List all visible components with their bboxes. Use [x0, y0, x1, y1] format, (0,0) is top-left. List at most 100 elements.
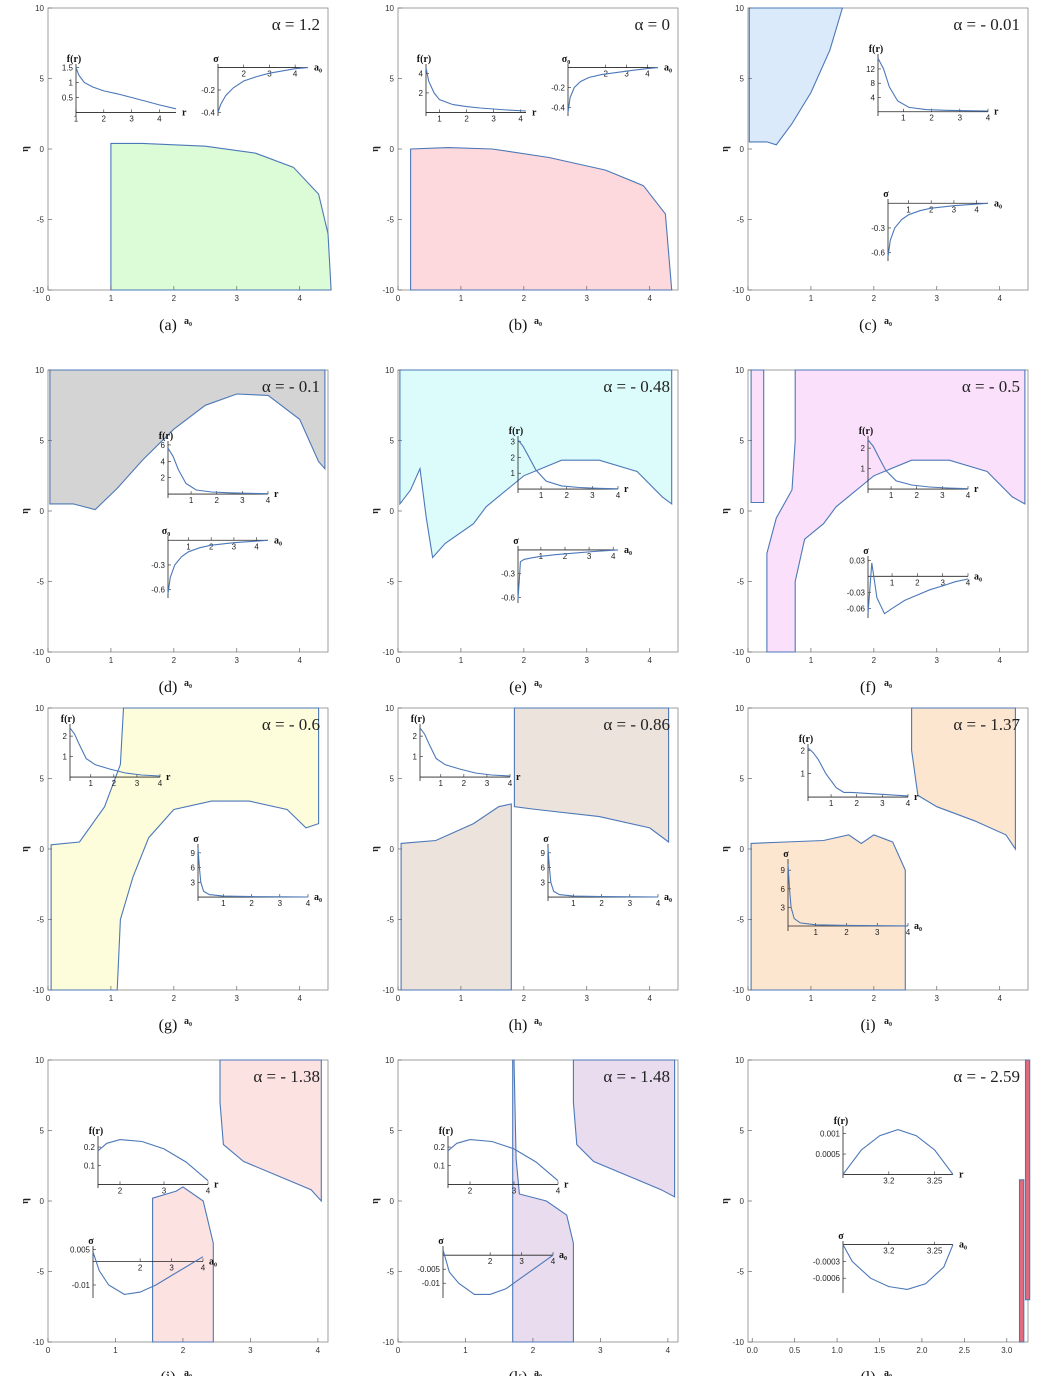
region [400, 803, 512, 991]
y-tick-label: -5 [737, 578, 745, 587]
y-tick-label: 0 [40, 145, 45, 154]
inset-title: σ [193, 834, 199, 845]
y-tick-label: 10 [385, 366, 394, 375]
inset-title: f(r) [67, 54, 81, 65]
inset-y-tick-label: -0.4 [551, 103, 565, 112]
x-axis-label: a₀ [534, 316, 542, 327]
x-axis-label: a₀ [184, 1368, 192, 1376]
inset-curve [867, 439, 969, 490]
inset-y-tick-label: 6 [541, 864, 546, 873]
x-tick-label: 2 [872, 656, 877, 665]
inset-curve [567, 67, 659, 113]
inset-y-tick-label: 0.0005 [816, 1150, 841, 1159]
inset-x-tick-label: 3 [485, 779, 490, 788]
x-tick-label: 2 [531, 1346, 536, 1355]
y-tick-label: 10 [735, 704, 744, 713]
inset-y-tick-label: -0.06 [847, 604, 866, 613]
inset-y-tick-label: -0.3 [501, 570, 515, 579]
inset-y-tick-label: 0.001 [820, 1130, 841, 1139]
inset-y-tick-label: -0.01 [72, 1281, 91, 1290]
inset-x-tick-label: 2 [564, 491, 569, 500]
inset-x-label: a₀ [914, 921, 922, 932]
x-tick-label: 4 [647, 994, 652, 1003]
inset-sigma: 1 2 3 4 -0.3 -0.6 σ₀ a₀ [151, 526, 282, 598]
inset-x-tick-label: 3 [952, 205, 957, 214]
inset-title: σ [513, 536, 519, 547]
x-tick-label: 3 [935, 994, 940, 1003]
inset-f-of-r: 2 3 4 0.2 0.1 f(r) r [434, 1126, 569, 1195]
x-tick-label: 1 [459, 994, 464, 1003]
inset-x-tick-label: 4 [158, 779, 163, 788]
inset-title: f(r) [417, 54, 431, 65]
inset-x-tick-label: 3 [232, 542, 237, 551]
panel-a: 0 1 2 3 4 10 5 0 -5 -10 a₀ η α = 1.2 (a) 1 2 3 4 1.5 1 0.5 f(… [20, 4, 332, 334]
y-tick-label: 0 [40, 507, 45, 516]
y-tick-label: 10 [35, 4, 44, 13]
inset-x-tick-label: 2 [138, 1263, 143, 1272]
y-tick-label: 10 [385, 1056, 394, 1065]
inset-y-tick-label: 2 [161, 474, 166, 483]
y-tick-label: -5 [737, 916, 745, 925]
inset-f-of-r: 1 2 3 4 3 2 1 f(r) r [509, 426, 629, 500]
region-extra-0 [1024, 1059, 1031, 1301]
inset-x-tick-label: 4 [966, 578, 971, 587]
inset-x-tick-label: 4 [645, 70, 650, 79]
inset-x-tick-label: 3 [590, 491, 595, 500]
x-tick-label: 2 [172, 294, 177, 303]
inset-x-tick-label: 4 [201, 1263, 206, 1272]
inset-x-tick-label: 3 [628, 899, 633, 908]
x-tick-label: 4 [316, 1346, 321, 1355]
inset-f-of-r: 3.2 3.25 0.001 0.0005 f(r) r [816, 1116, 964, 1185]
inset-curve [92, 1251, 204, 1295]
region-extra-0 [572, 1059, 676, 1198]
alpha-label: α = - 1.38 [253, 1067, 320, 1086]
y-tick-label: -10 [732, 1338, 744, 1347]
inset-x-label: a₀ [314, 892, 322, 903]
y-tick-label: 5 [740, 437, 745, 446]
panel-f: 0 1 2 3 4 10 5 0 -5 -10 a₀ η α = - 0.5 (f) 1 2 3 4 2 1 f(r) r… [720, 366, 1029, 696]
inset-f-of-r: 1 2 3 4 2 1 f(r) r [61, 714, 171, 788]
region-extra-0 [750, 369, 765, 504]
inset-y-tick-label: 6 [161, 441, 166, 450]
y-axis-label: η [370, 1198, 381, 1204]
inset-x-tick-label: 2 [249, 899, 254, 908]
y-tick-label: 0 [390, 1197, 395, 1206]
inset-x-label: a₀ [274, 535, 282, 546]
inset-x-label: r [624, 484, 629, 495]
inset-y-tick-label: 2 [419, 89, 424, 98]
x-tick-label: 0 [46, 1346, 51, 1355]
x-tick-label: 1.5 [874, 1346, 886, 1355]
inset-curve [887, 202, 989, 257]
inset-x-tick-label: 3 [940, 491, 945, 500]
inset-title: σ [543, 834, 549, 845]
y-axis-label: η [720, 508, 731, 514]
x-tick-label: 0.0 [747, 1346, 759, 1355]
inset-x-label: a₀ [209, 1256, 217, 1267]
region-extra-0 [911, 707, 1016, 851]
y-tick-label: -10 [382, 648, 394, 657]
x-tick-label: 0 [46, 994, 51, 1003]
inset-y-tick-label: 6 [191, 864, 196, 873]
inset-x-tick-label: 2 [563, 552, 568, 561]
inset-title: σ [863, 546, 869, 557]
inset-title: σ₀ [162, 526, 170, 537]
inset-sigma: 2 3 4 0.005 -0.01 σ a₀ [70, 1236, 217, 1298]
inset-title: σ [88, 1236, 94, 1247]
inset-x-tick-label: 3 [267, 70, 272, 79]
y-tick-label: 0 [740, 845, 745, 854]
inset-sigma: 2 3 4 -0.005 -0.01 σ a₀ [417, 1236, 567, 1298]
y-tick-label: -5 [37, 1268, 45, 1277]
inset-y-tick-label: 2 [861, 444, 866, 453]
inset-x-tick-label: 3 [624, 70, 629, 79]
region [1018, 1179, 1025, 1343]
inset-f-of-r: 1 2 3 4 4 2 f(r) r [417, 54, 537, 123]
y-tick-label: -5 [737, 216, 745, 225]
inset-x-tick-label: 4 [157, 114, 162, 123]
y-tick-label: 5 [40, 75, 45, 84]
inset-x-tick-label: 3.25 [927, 1176, 943, 1185]
x-tick-label: 2.0 [916, 1346, 928, 1355]
